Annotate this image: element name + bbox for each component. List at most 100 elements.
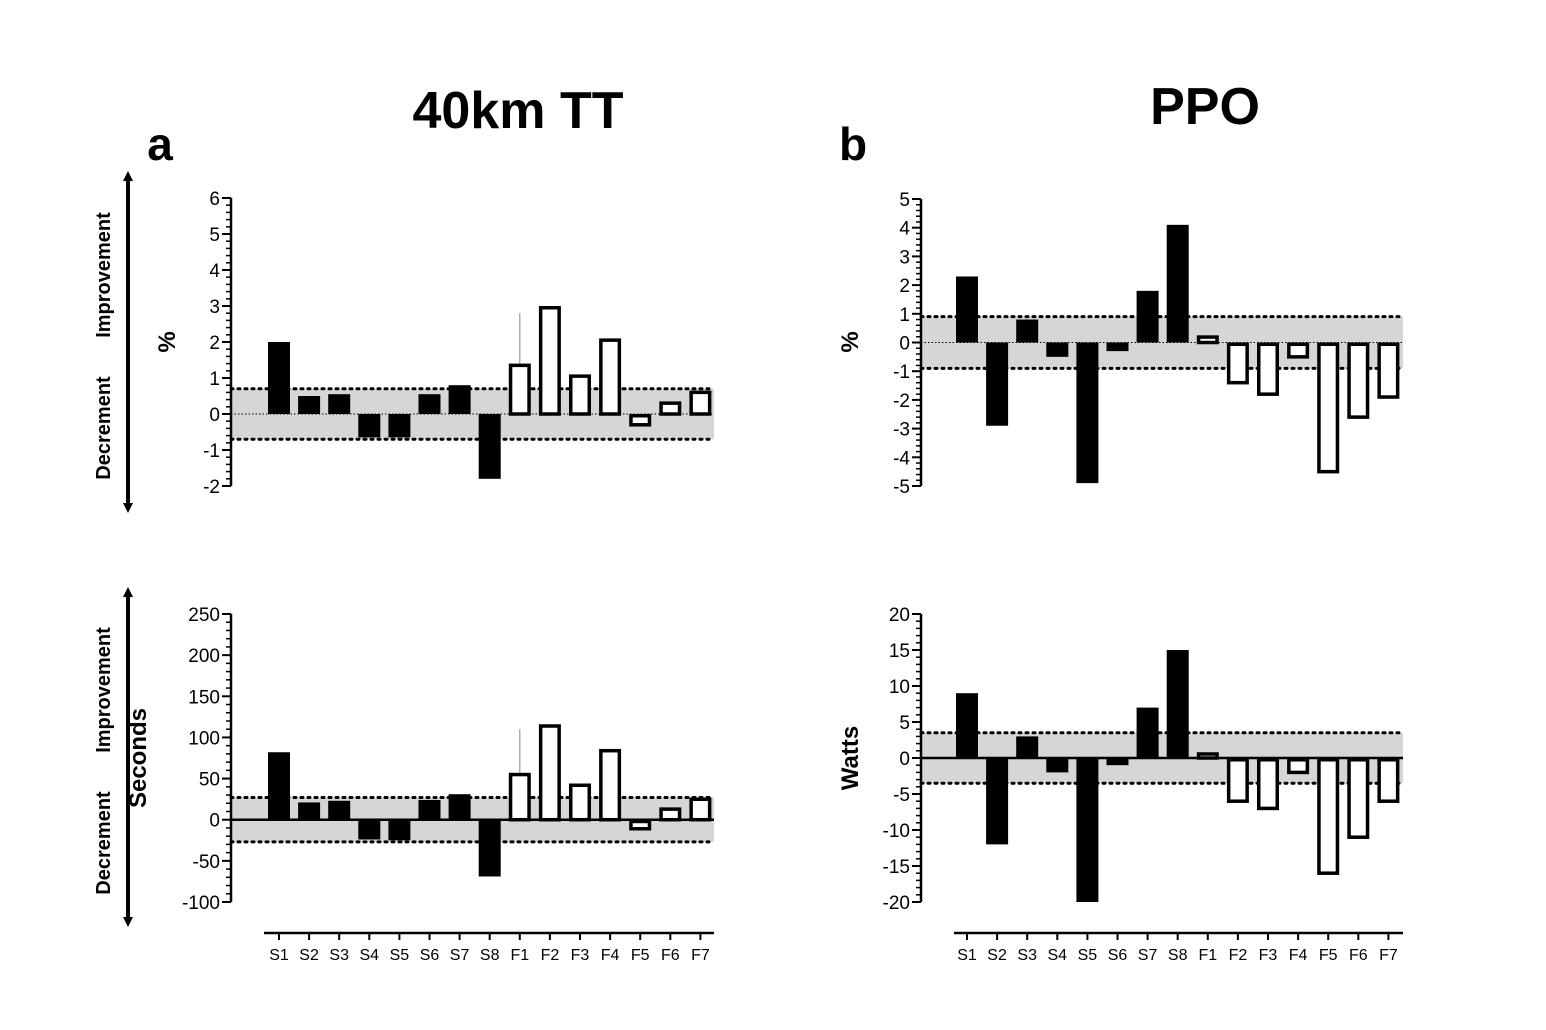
y-axis-unit-label: Seconds (125, 708, 152, 808)
y-tick-label: 4 (899, 219, 910, 240)
x-tick-label: F2 (541, 947, 560, 964)
y-tick-label: 3 (899, 247, 910, 268)
y-tick-label: -5 (893, 477, 910, 498)
y-tick-label: 1 (209, 369, 220, 390)
y-axis-unit-label: Watts (837, 726, 864, 790)
y-tick-label: -100 (182, 893, 220, 914)
bar-f1 (1196, 335, 1219, 345)
bar-s4 (358, 819, 381, 840)
y-tick-label: 20 (889, 605, 910, 626)
bar-f3 (1257, 342, 1279, 396)
y-tick-label: 6 (209, 189, 220, 210)
bar-s4 (1046, 342, 1069, 357)
bar-s2 (986, 758, 1009, 845)
bar-s4 (1046, 758, 1069, 773)
bar-s6 (1106, 758, 1129, 766)
x-tick-label: S8 (1168, 947, 1188, 964)
y-tick-label: 0 (899, 334, 910, 355)
x-tick-label: F2 (1229, 947, 1248, 964)
bar-s7 (1136, 707, 1159, 758)
x-tick-label: S6 (420, 947, 440, 964)
bar-f5 (629, 819, 652, 831)
x-tick-label: S3 (1017, 947, 1037, 964)
bar-s1 (956, 693, 978, 758)
x-tick-label: F1 (510, 947, 529, 964)
x-tick-label: S4 (1048, 947, 1068, 964)
x-tick-label: F7 (691, 947, 710, 964)
y-tick-label: -20 (883, 893, 910, 914)
bar-f2 (538, 306, 561, 416)
x-tick-label: S8 (480, 947, 500, 964)
x-tick-label: S1 (957, 947, 977, 964)
bar-f7 (689, 797, 712, 822)
top-improvement-label: Improvement (93, 212, 115, 338)
bar-s5 (388, 414, 411, 438)
x-tick-label: F1 (1198, 947, 1217, 964)
x-tick-label: S3 (329, 947, 349, 964)
bar-f4 (599, 748, 622, 822)
bar-s7 (448, 385, 471, 414)
y-tick-label: 100 (188, 728, 220, 749)
x-tick-label: F6 (1349, 947, 1368, 964)
top-decrement-label: Decrement (93, 376, 115, 480)
bar-f2 (1226, 758, 1249, 803)
bar-f1 (508, 363, 531, 416)
bar-f3 (1257, 758, 1279, 811)
bar-s8 (1166, 650, 1189, 758)
y-tick-label: -2 (203, 477, 220, 498)
ppo-watts-chart: -20 -15 -10 -5 0 5 10 15 20 Watts S1 S2 S3 S4 S5 S6 S7 S8… (837, 605, 1405, 964)
tt-seconds-chart: -100 -50 0 50 100 150 200 250 Seconds S1 S2 S3 S4 S5 S… (125, 605, 716, 964)
bar-f6 (659, 807, 682, 822)
bar-f6 (1347, 758, 1370, 839)
x-tick-label: S6 (1108, 947, 1128, 964)
x-tick-label: S7 (1138, 947, 1158, 964)
bar-f7 (689, 390, 712, 416)
y-tick-label: 150 (188, 687, 220, 708)
y-tick-label: -4 (893, 448, 910, 469)
y-tick-label: -1 (893, 362, 910, 383)
bar-s5 (1076, 758, 1099, 902)
bar-f5 (1317, 342, 1340, 474)
y-tick-label: 200 (188, 646, 220, 667)
y-tick-label: 1 (899, 305, 910, 326)
y-tick-label: 0 (899, 749, 910, 770)
bar-s5 (388, 819, 411, 841)
bar-f6 (659, 401, 682, 416)
bar-s5 (1076, 342, 1099, 484)
y-tick-label: 10 (889, 677, 910, 698)
bar-s3 (1016, 736, 1039, 758)
x-tick-label: S2 (987, 947, 1007, 964)
x-tick-label: S2 (299, 947, 319, 964)
bar-f5 (1317, 758, 1340, 875)
bar-f4 (1287, 342, 1310, 359)
bar-f7 (1377, 342, 1400, 399)
bar-s7 (448, 794, 471, 820)
tt-percent-chart: -2 -1 0 1 2 3 4 5 6% (154, 189, 716, 498)
ppo-percent-chart: -5 -4 -3 -2 -1 0 1 2 3 4 5% (837, 190, 1405, 498)
bar-s8 (478, 414, 501, 479)
y-tick-label: -2 (893, 391, 910, 412)
bar-f6 (1347, 342, 1370, 419)
y-tick-label: 5 (899, 713, 910, 734)
bar-s2 (986, 342, 1009, 426)
y-tick-label: 5 (209, 225, 220, 246)
y-tick-label: -15 (883, 857, 910, 878)
bar-f5 (629, 414, 652, 427)
bar-s1 (268, 342, 290, 414)
x-tick-label: S4 (360, 947, 380, 964)
y-tick-label: -5 (893, 785, 910, 806)
x-tick-label: S7 (450, 947, 470, 964)
panel-b-letter: b (839, 118, 867, 170)
x-tick-label: S5 (1078, 947, 1098, 964)
bar-f7 (1377, 758, 1400, 803)
y-tick-label: 250 (188, 605, 220, 626)
bar-s6 (1106, 342, 1129, 352)
x-tick-label: S5 (390, 947, 410, 964)
panel-a-letter: a (147, 118, 173, 170)
x-tick-label: F4 (601, 947, 620, 964)
y-tick-label: 3 (209, 297, 220, 318)
bar-s1 (268, 752, 290, 820)
x-tick-label: F5 (1319, 947, 1338, 964)
bottom-decrement-label: Decrement (93, 791, 115, 895)
